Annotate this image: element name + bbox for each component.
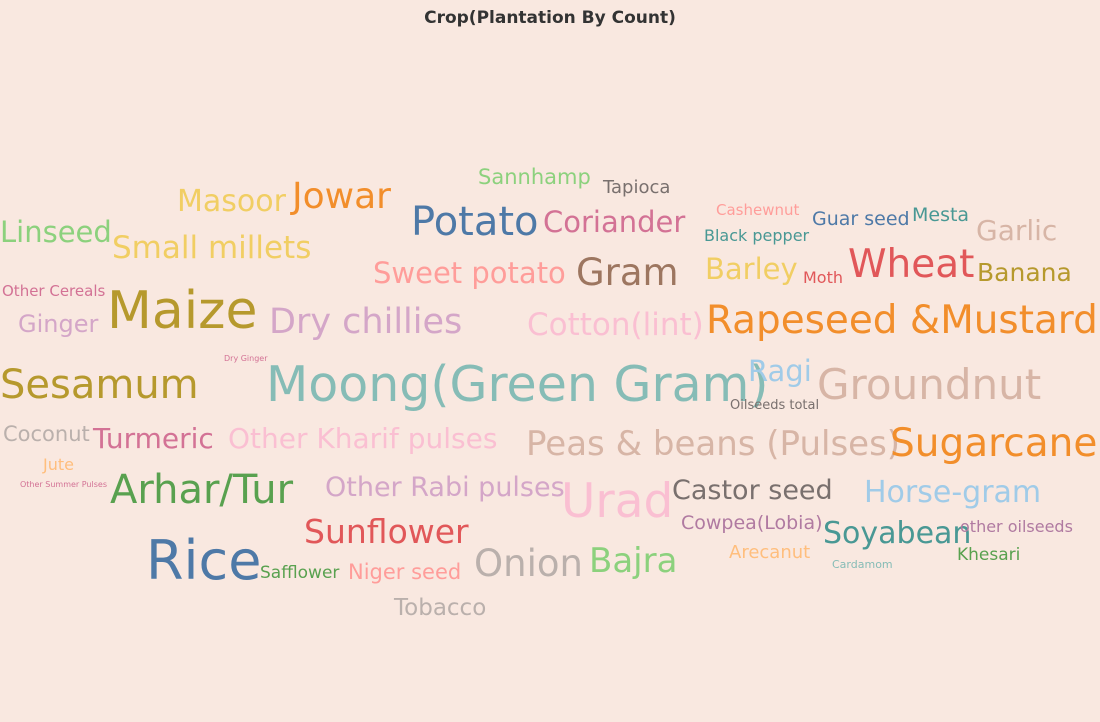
word-item: Linseed bbox=[0, 215, 112, 249]
word-item: Onion bbox=[474, 542, 583, 585]
word-item: other oilseeds bbox=[960, 517, 1073, 536]
word-item: Cotton(lint) bbox=[527, 307, 704, 343]
word-item: Gram bbox=[576, 251, 679, 294]
word-item: Black pepper bbox=[704, 226, 810, 245]
word-item: Guar seed bbox=[812, 208, 910, 230]
word-item: Rapeseed &Mustard bbox=[706, 298, 1098, 343]
word-item: Small millets bbox=[112, 230, 312, 266]
word-item: Sugarcane bbox=[890, 421, 1098, 466]
word-item: Urad bbox=[561, 474, 674, 529]
word-item: Maize bbox=[107, 281, 258, 341]
chart-title: Crop(Plantation By Count) bbox=[424, 8, 676, 28]
word-item: Cardamom bbox=[832, 558, 893, 571]
word-item: Dry Ginger bbox=[224, 354, 268, 363]
word-item: Arecanut bbox=[729, 542, 811, 563]
word-item: Sannhamp bbox=[478, 165, 591, 189]
word-item: Soyabean bbox=[823, 516, 972, 551]
word-item: Coconut bbox=[3, 422, 90, 446]
word-item: Masoor bbox=[177, 184, 286, 219]
word-item: Peas & beans (Pulses) bbox=[526, 424, 901, 464]
word-item: Jute bbox=[43, 455, 74, 474]
word-item: Niger seed bbox=[348, 560, 462, 584]
word-item: Jowar bbox=[292, 176, 391, 217]
word-item: Tapioca bbox=[603, 177, 671, 198]
word-item: Castor seed bbox=[672, 475, 833, 506]
word-item: Dry chillies bbox=[269, 302, 463, 342]
word-item: Moong(Green Gram) bbox=[266, 356, 769, 413]
word-item: Garlic bbox=[976, 214, 1058, 247]
word-item: Banana bbox=[977, 258, 1072, 287]
word-item: Horse-gram bbox=[864, 475, 1042, 510]
word-item: Cowpea(Lobia) bbox=[681, 512, 823, 534]
word-item: Oilseeds total bbox=[730, 398, 820, 413]
word-item: Turmeric bbox=[93, 422, 214, 455]
word-item: Coriander bbox=[543, 205, 686, 239]
word-item: Ginger bbox=[18, 310, 99, 338]
word-item: Cashewnut bbox=[716, 201, 800, 219]
word-item: Sweet potato bbox=[373, 256, 566, 290]
word-item: Mesta bbox=[912, 204, 970, 226]
word-item: Sesamum bbox=[0, 362, 199, 408]
word-item: Other Kharif pulses bbox=[228, 422, 498, 455]
word-item: Wheat bbox=[848, 242, 975, 287]
word-item: Potato bbox=[411, 199, 539, 245]
word-item: Rice bbox=[146, 529, 262, 592]
word-item: Groundnut bbox=[817, 360, 1042, 409]
word-item: Safflower bbox=[260, 563, 340, 583]
word-item: Sunflower bbox=[304, 512, 469, 551]
word-item: Ragi bbox=[748, 354, 812, 388]
word-item: Other Cereals bbox=[2, 282, 106, 300]
word-item: Barley bbox=[705, 252, 798, 286]
word-item: Tobacco bbox=[394, 595, 487, 621]
word-item: Arhar/Tur bbox=[110, 467, 294, 513]
word-item: Other Rabi pulses bbox=[325, 472, 565, 503]
word-item: Other Summer Pulses bbox=[20, 480, 107, 489]
word-item: Moth bbox=[803, 268, 844, 287]
word-item: Bajra bbox=[589, 541, 678, 581]
word-item: Khesari bbox=[957, 545, 1021, 565]
